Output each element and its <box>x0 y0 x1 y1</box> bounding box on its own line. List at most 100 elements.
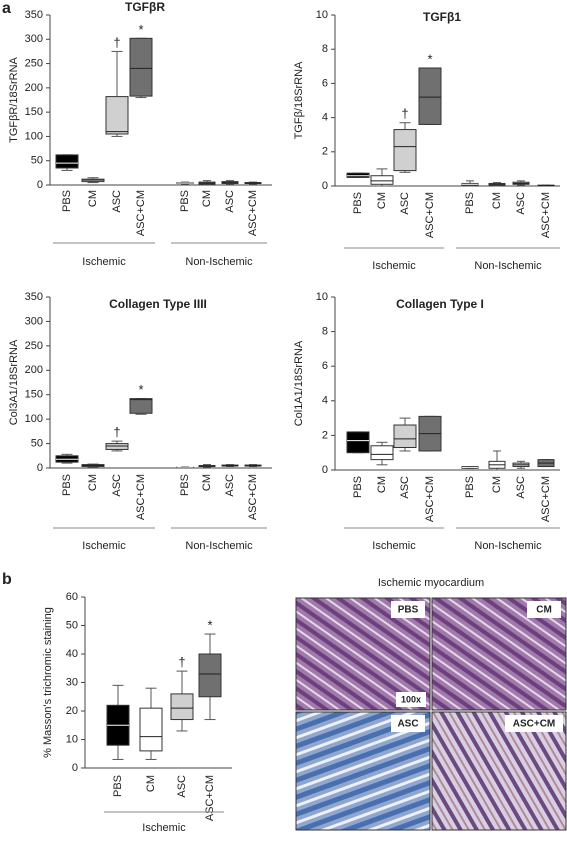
x-tick-label: ASC <box>176 775 188 798</box>
box <box>198 653 222 698</box>
box-chart: 0 2 4 6 8 10 TGFβ1 TGFβ/18SrRNA PBS CM ASC † ASC+CM *… <box>293 9 560 272</box>
y-tick-label: 0 <box>37 179 43 191</box>
box <box>393 129 417 172</box>
y-tick-label: 0 <box>72 762 78 774</box>
x-tick-label: ASC <box>399 192 411 215</box>
significance-mark: † <box>178 655 185 670</box>
y-tick-label: 8 <box>322 43 328 55</box>
y-tick-label: 350 <box>25 9 43 21</box>
y-tick-label: 350 <box>25 291 43 303</box>
x-tick-label: ASC+CM <box>204 775 216 821</box>
micrographs: PBS CM ASC ASC+CM 100x <box>295 597 567 831</box>
group-label: Ischemic <box>372 540 416 552</box>
significance-mark: † <box>113 425 120 440</box>
x-tick-label: PBS <box>352 476 364 498</box>
panel-label: a <box>2 0 11 17</box>
x-tick-label: PBS <box>179 190 191 212</box>
y-axis-label: Col3A1/18SrRNA <box>8 339 20 425</box>
y-axis-label: TGFβ/18SrRNA <box>293 61 305 140</box>
significance-mark: * <box>138 382 143 397</box>
y-tick-label: 200 <box>25 364 43 376</box>
box <box>170 693 194 721</box>
micrograph-label: ASC+CM <box>513 719 556 730</box>
y-tick-label: 4 <box>322 395 328 407</box>
chart-title: TGFβ1 <box>423 10 461 24</box>
chart-title: Collagen Type I <box>396 297 484 311</box>
micrograph-label: PBS <box>398 605 419 616</box>
y-tick-label: 20 <box>66 705 78 717</box>
y-tick-label: 30 <box>66 676 78 688</box>
x-tick-label: CM <box>87 474 99 491</box>
x-tick-label: CM <box>376 192 388 209</box>
y-tick-label: 0 <box>322 180 328 192</box>
y-tick-label: 60 <box>66 591 78 603</box>
y-tick-label: 0 <box>322 464 328 476</box>
y-tick-label: 200 <box>25 82 43 94</box>
group-label: Non-Ischemic <box>474 540 542 552</box>
significance-mark: * <box>138 22 143 37</box>
x-tick-label: PBS <box>352 192 364 214</box>
box <box>139 707 163 752</box>
label-box <box>505 715 563 732</box>
y-tick-label: 50 <box>31 437 43 449</box>
micrograph-label: ASC <box>397 719 418 730</box>
y-tick-label: 10 <box>316 9 328 21</box>
x-tick-label: ASC <box>515 476 527 499</box>
group-label: Non-Ischemic <box>474 260 542 272</box>
label-box <box>527 601 561 618</box>
box <box>105 96 129 135</box>
y-tick-label: 100 <box>25 413 43 425</box>
group-label: Non-Ischemic <box>185 256 253 268</box>
y-axis-label: Col1A1/18SrRNA <box>293 340 305 426</box>
box-chart: 0 10 20 30 40 50 60 % Masson's trichromic stain… <box>42 591 232 834</box>
x-tick-label: CM <box>491 192 503 209</box>
x-tick-label: ASC+CM <box>135 474 147 520</box>
chart-title: TGFβR <box>125 0 165 14</box>
x-tick-label: ASC+CM <box>247 190 259 236</box>
y-tick-label: 10 <box>66 733 78 745</box>
label-box <box>391 715 425 732</box>
y-tick-label: 250 <box>25 57 43 69</box>
x-tick-label: ASC+CM <box>424 476 436 522</box>
magnification: 100x <box>401 694 421 704</box>
x-tick-label: CM <box>491 476 503 493</box>
y-tick-label: 250 <box>25 340 43 352</box>
label-box <box>391 601 425 618</box>
y-axis-label: % Masson's trichromic staining <box>42 607 54 758</box>
box <box>418 67 442 125</box>
x-tick-label: ASC+CM <box>135 190 147 236</box>
micrograph-label: CM <box>536 605 552 616</box>
y-tick-label: 2 <box>322 146 328 158</box>
x-tick-label: ASC <box>111 190 123 213</box>
significance-mark: * <box>427 51 432 66</box>
box <box>370 175 394 185</box>
y-tick-label: 0 <box>37 462 43 474</box>
y-tick-label: 300 <box>25 33 43 45</box>
box <box>393 424 417 449</box>
y-tick-label: 8 <box>322 326 328 338</box>
y-tick-label: 150 <box>25 389 43 401</box>
group-label: Ischemic <box>372 260 416 272</box>
label-box <box>396 692 426 707</box>
x-tick-label: PBS <box>464 192 476 214</box>
x-tick-label: ASC <box>399 476 411 499</box>
box <box>55 154 79 169</box>
x-tick-label: PBS <box>61 474 73 496</box>
x-tick-label: PBS <box>464 476 476 498</box>
significance-mark: † <box>113 35 120 50</box>
panel-label: b <box>2 571 12 588</box>
x-tick-label: ASC+CM <box>540 192 552 238</box>
y-tick-label: 50 <box>66 619 78 631</box>
group-label: Ischemic <box>82 540 126 552</box>
x-tick-label: CM <box>201 474 213 491</box>
y-tick-label: 6 <box>322 77 328 89</box>
chart-title: Collagen Type IIII <box>109 297 207 311</box>
group-label: Non-Ischemic <box>185 540 253 552</box>
y-tick-label: 40 <box>66 648 78 660</box>
x-tick-label: ASC+CM <box>424 192 436 238</box>
y-tick-label: 150 <box>25 106 43 118</box>
box <box>346 431 370 454</box>
x-tick-label: CM <box>145 775 157 792</box>
x-tick-label: CM <box>376 476 388 493</box>
